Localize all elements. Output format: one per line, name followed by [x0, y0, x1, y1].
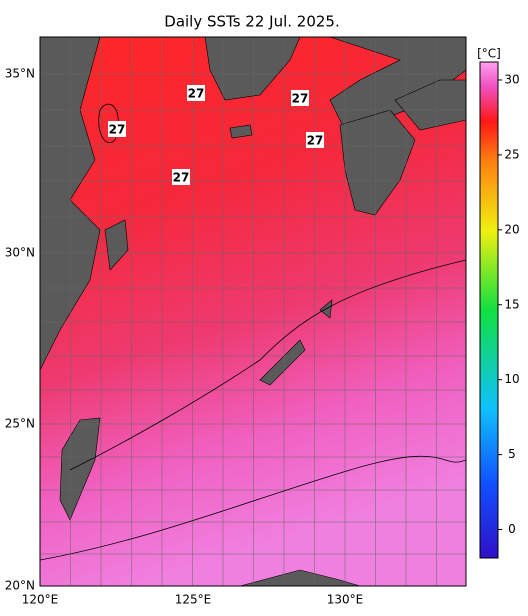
sea-surface: [40, 37, 466, 586]
graticule: [40, 37, 466, 586]
contour-label-box: [172, 169, 190, 185]
contour-label: 27: [307, 134, 324, 148]
lat-label: 20°N: [5, 579, 35, 593]
lon-label: 130°E: [327, 593, 364, 607]
colorbar-tick-label: 20: [504, 222, 519, 236]
contour-label-box: [187, 85, 205, 101]
contour-label: 27: [188, 87, 205, 101]
lon-label: 125°E: [175, 593, 212, 607]
lat-label: 30°N: [5, 246, 35, 260]
map-frame: [39, 36, 467, 587]
contours: [40, 103, 466, 561]
lat-label: 35°N: [5, 67, 35, 81]
colorbar-tick-label: 25: [504, 147, 519, 161]
contour-label: 27: [109, 123, 126, 137]
contour-label: 27: [173, 171, 190, 185]
contour-label: 27: [292, 92, 309, 106]
lat-label: 25°N: [5, 417, 35, 431]
colorbar: [479, 61, 499, 559]
contour-label-box: [291, 90, 309, 106]
map: [40, 37, 466, 586]
colorbar-tick-label: 30: [504, 72, 519, 86]
colorbar-tick-label: 5: [508, 447, 516, 461]
lon-label: 120°E: [22, 593, 59, 607]
colorbar-tick-label: 10: [504, 372, 519, 386]
contour-label-box: [306, 132, 324, 148]
colorbar-unit: [°C]: [477, 47, 501, 61]
colorbar-tick-label: 0: [508, 522, 516, 536]
contour-label-box: [108, 121, 126, 137]
land: [40, 37, 466, 586]
title: Daily SSTs 22 Jul. 2025.: [164, 13, 339, 31]
colorbar-tick-label: 15: [504, 297, 519, 311]
